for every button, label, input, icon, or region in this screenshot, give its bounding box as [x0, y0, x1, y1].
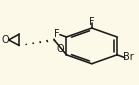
Text: F: F	[54, 29, 60, 39]
Text: O: O	[57, 44, 64, 54]
Text: Br: Br	[122, 52, 133, 62]
Text: O: O	[2, 35, 9, 45]
Text: F: F	[89, 17, 95, 27]
